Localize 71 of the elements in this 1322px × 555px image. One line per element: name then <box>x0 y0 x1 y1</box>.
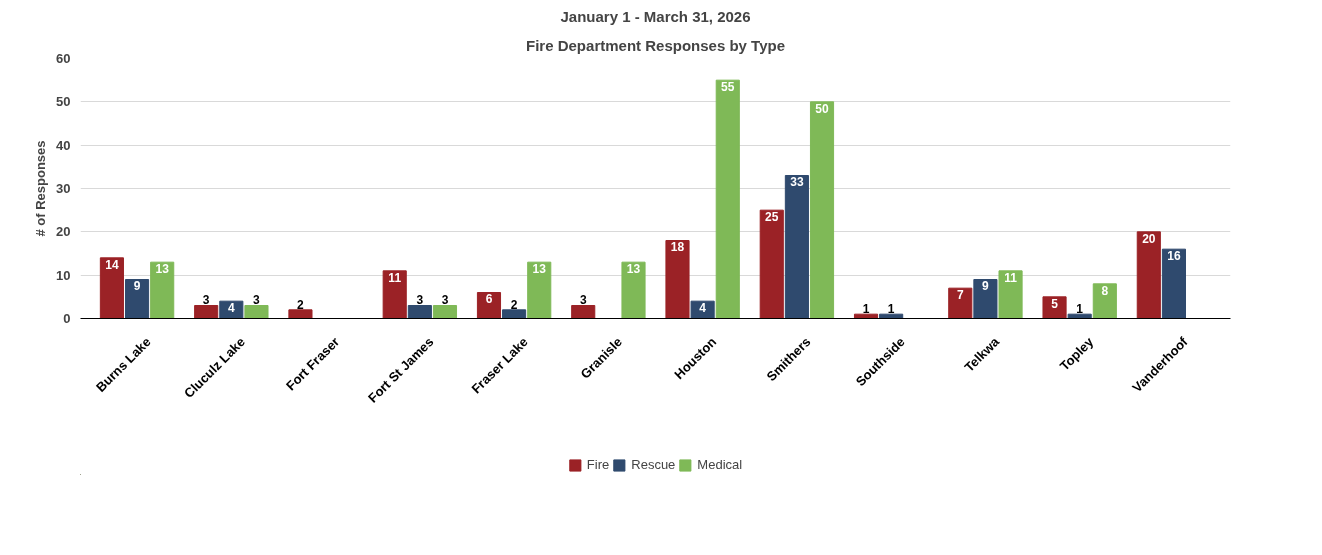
data-label: 3 <box>441 293 449 308</box>
data-label: 4 <box>699 300 707 315</box>
bar <box>99 257 124 319</box>
bar <box>690 300 715 319</box>
y-tick-label: 20 <box>56 224 71 240</box>
data-label: 11 <box>1004 270 1018 285</box>
data-label: 1 <box>887 301 895 316</box>
bar <box>407 305 432 319</box>
data-label: 3 <box>579 293 587 308</box>
data-label: 25 <box>765 209 779 224</box>
bar <box>476 292 502 319</box>
y-tick-label: 40 <box>56 137 71 153</box>
data-label: 9 <box>982 279 990 294</box>
bar <box>382 270 407 319</box>
data-label: 9 <box>133 279 141 294</box>
data-label: 11 <box>388 270 402 285</box>
data-label: 14 <box>105 257 119 272</box>
legend-label: Rescue <box>631 457 676 472</box>
y-tick-label: 0 <box>63 311 71 326</box>
data-label: 2 <box>510 297 518 312</box>
bar <box>621 261 646 319</box>
data-label: 16 <box>1167 248 1181 263</box>
data-label: 4 <box>227 300 235 315</box>
bar <box>759 209 784 319</box>
data-label: 6 <box>485 292 493 307</box>
bar <box>665 240 690 319</box>
y-tick-label: 30 <box>56 181 71 196</box>
data-label: 50 <box>815 101 830 116</box>
data-label: 13 <box>155 261 170 276</box>
y-tick-label: 50 <box>56 94 71 110</box>
bar <box>948 287 973 319</box>
bar <box>715 79 740 319</box>
data-label: 3 <box>416 293 424 308</box>
data-label: 5 <box>1051 296 1059 311</box>
bar <box>527 261 552 319</box>
data-label: 13 <box>532 261 547 276</box>
data-label: 55 <box>721 79 735 94</box>
bar <box>784 175 809 319</box>
bar <box>124 279 150 319</box>
data-label: 3 <box>202 293 210 308</box>
bar <box>1092 283 1117 319</box>
chart-subtitle: Fire Department Responses by Type <box>526 36 785 54</box>
bar <box>998 270 1023 319</box>
data-label: 8 <box>1101 283 1109 298</box>
chart-title: January 1 - March 31, 2026 <box>560 7 751 25</box>
y-tick-label: 10 <box>56 267 71 283</box>
bar <box>809 101 835 319</box>
data-label: 2 <box>297 297 305 312</box>
bar <box>571 305 596 319</box>
bar <box>244 305 269 319</box>
data-label: 20 <box>1142 231 1156 246</box>
bar <box>502 309 527 319</box>
bar <box>432 305 458 319</box>
bar <box>1042 296 1067 319</box>
data-label: 7 <box>956 287 964 302</box>
data-label: 13 <box>626 261 641 276</box>
data-label: 3 <box>253 293 261 308</box>
data-label: 18 <box>670 240 685 255</box>
data-label: 33 <box>790 175 804 190</box>
data-label: 1 <box>1076 301 1084 316</box>
bar <box>973 279 998 319</box>
bar <box>194 305 219 319</box>
legend-label: Fire <box>586 457 610 472</box>
bar <box>1161 248 1187 319</box>
bar <box>150 261 175 319</box>
y-tick-label: 60 <box>56 51 71 66</box>
data-label: 1 <box>862 301 870 316</box>
legend-label: Medical <box>697 457 743 472</box>
bar <box>1136 231 1161 319</box>
bar <box>288 309 313 319</box>
y-axis-title: # of Responses <box>33 140 49 237</box>
